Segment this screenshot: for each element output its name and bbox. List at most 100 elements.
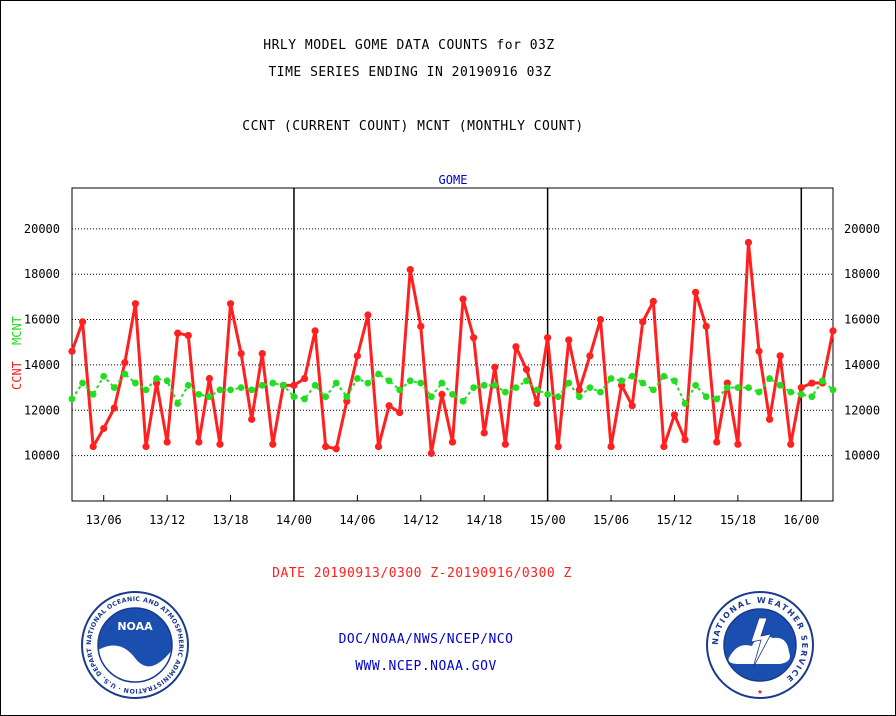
data-point-mcnt [396,386,404,394]
y-tick-label-right: 10000 [844,449,880,463]
data-point-mcnt [808,393,816,401]
data-point-ccnt [533,399,541,408]
star-icon: ★ [757,687,763,697]
data-point-mcnt [237,384,245,391]
data-point-mcnt [227,386,234,394]
data-point-ccnt [78,318,87,326]
data-point-mcnt [184,381,192,389]
data-point-ccnt [681,436,689,444]
data-point-mcnt [597,388,604,396]
data-point-ccnt [607,442,615,451]
x-tick-label: 15/18 [720,513,756,527]
data-point-ccnt [121,359,129,367]
data-point-mcnt [713,395,721,403]
website-link[interactable]: WWW.NCEP.NOAA.GOV [355,659,497,674]
data-point-mcnt [258,381,266,389]
data-point-ccnt [226,300,235,308]
data-point-mcnt [332,379,340,387]
data-point-ccnt [491,363,499,371]
data-point-ccnt [797,383,805,392]
data-point-ccnt [163,438,171,446]
data-point-ccnt [501,440,509,448]
data-point-mcnt [692,381,699,389]
data-point-ccnt [660,442,668,451]
data-point-ccnt [691,288,700,296]
data-series [68,238,837,457]
data-point-ccnt [639,318,647,326]
x-tick-label: 13/18 [212,513,248,527]
x-tick-label: 14/06 [339,513,375,527]
data-point-mcnt [512,384,520,391]
data-point-ccnt [713,438,721,446]
x-tick-label: 14/00 [276,513,312,527]
x-tick-label: 15/00 [530,513,566,527]
data-point-mcnt [417,379,425,387]
data-point-mcnt [311,381,319,389]
data-point-ccnt [702,322,710,330]
data-point-mcnt [745,384,752,391]
data-point-ccnt [184,331,192,340]
data-point-mcnt [68,395,76,403]
data-point-mcnt [121,370,129,378]
data-point-ccnt [100,424,108,433]
y-tick-label-right: 12000 [844,403,880,417]
data-point-mcnt [216,386,224,394]
x-ticks [103,495,802,501]
data-point-ccnt [131,300,140,308]
data-point-mcnt [618,377,626,385]
data-point-ccnt [311,327,319,335]
x-tick-label: 15/12 [656,513,692,527]
y-tick-label-left: 10000 [24,449,60,463]
data-point-mcnt [364,379,372,387]
data-point-mcnt [438,379,446,387]
y-tick-label-right: 18000 [844,267,880,281]
y-tick-label-left: 12000 [24,403,60,417]
data-point-ccnt [290,381,298,389]
data-point-ccnt [744,238,753,247]
data-point-ccnt [565,336,573,344]
data-point-mcnt [375,370,382,378]
data-point-ccnt [374,442,383,451]
data-point-mcnt [491,381,499,389]
data-point-mcnt [565,379,573,387]
data-point-mcnt [89,390,97,398]
org-label: DOC/NOAA/NWS/NCEP/NCO [338,632,514,647]
data-point-ccnt [248,415,256,423]
data-point-mcnt [343,393,351,401]
data-point-mcnt [671,377,678,385]
data-point-ccnt [544,334,552,342]
data-point-mcnt [195,390,203,398]
data-point-ccnt [353,352,361,360]
x-tick-labels: 13/06 13/12 13/18 14/00 14/06 14/12 14/18 15/00… [86,513,820,527]
x-tick-label: 13/12 [149,513,185,527]
data-point-mcnt [607,375,615,382]
data-point-mcnt [533,386,541,394]
y-label-ccnt: CCNT [10,361,24,390]
data-point-mcnt [755,388,763,396]
data-point-ccnt [554,442,562,451]
data-point-ccnt [438,390,446,398]
data-point-mcnt [523,377,530,385]
data-point-mcnt [110,384,118,391]
y-tick-labels: 10000 10000 12000 12000 14000 14000 16000 16000… [24,222,880,463]
y-tick-label-right: 16000 [844,313,880,327]
data-point-ccnt [829,327,837,335]
data-point-ccnt [322,442,330,451]
x-tick-label: 15/06 [593,513,629,527]
data-point-mcnt [301,395,308,403]
figure-title-line-1: HRLY MODEL GOME DATA COUNTS for 03Z [263,38,555,53]
y-tick-label-right: 14000 [844,358,880,372]
data-point-mcnt [353,375,361,382]
data-point-mcnt [776,381,784,389]
data-point-ccnt [427,449,435,457]
data-point-ccnt [68,347,76,355]
chart-title: GOME [439,173,468,187]
data-point-ccnt [459,295,467,303]
data-point-mcnt [586,384,594,391]
data-point-mcnt [206,393,213,401]
x-tick-label: 16/00 [783,513,819,527]
data-point-mcnt [470,384,478,391]
data-point-ccnt [480,429,488,437]
data-point-mcnt [459,397,467,405]
data-point-ccnt [512,343,520,351]
